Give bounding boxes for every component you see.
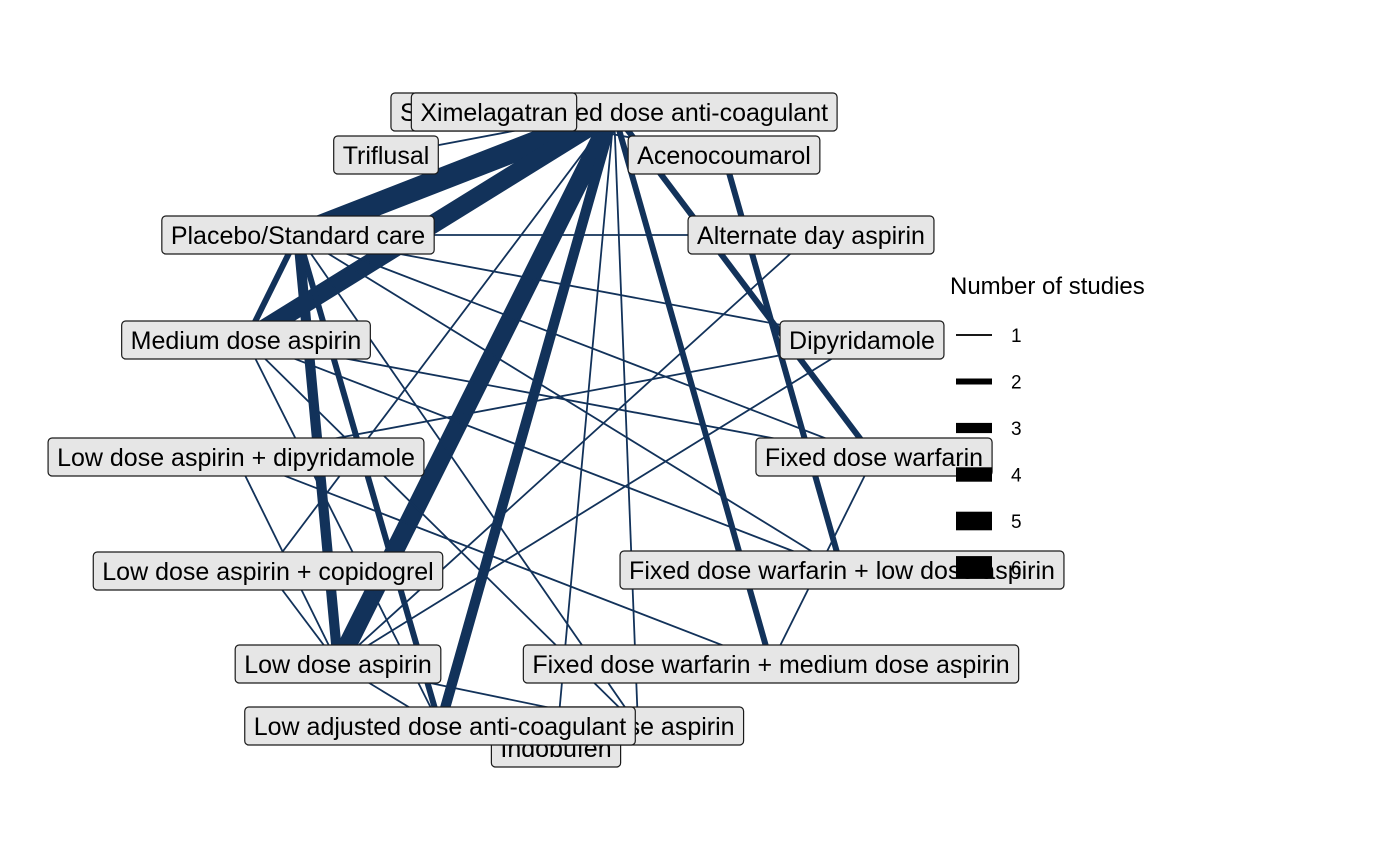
legend-label: 4 [1011, 466, 1022, 487]
node-label: Low adjusted dose anti-coagulant [254, 713, 627, 741]
node-dipyridamole: Dipyridamole [779, 320, 945, 360]
node-box [333, 135, 439, 175]
node-medium_aspirin: Medium dose aspirin [121, 320, 371, 360]
node-box [92, 551, 444, 591]
node-low_asp_clop: Low dose aspirin + copidogrel [92, 551, 444, 591]
edge-standard_adj-high_aspirin [613, 111, 639, 727]
edge-standard_adj-placebo [293, 101, 619, 246]
node-box [161, 215, 435, 255]
node-label: Alternate day aspirin [697, 222, 925, 250]
edge-standard_adj-low_adj [435, 110, 619, 728]
node-label: Placebo/Standard care [171, 222, 425, 250]
legend-item: 2 [956, 373, 1022, 394]
legend-items: 1 2 3 4 5 6 [956, 326, 1022, 580]
node-low_adj: Low adjusted dose anti-coagulant [244, 706, 636, 746]
edge-placebo-fixed_warfarin [297, 234, 875, 458]
node-fixed_warfarin: Fixed dose warfarin [755, 437, 993, 477]
edge-standard_adj-indobufen [555, 111, 615, 749]
legend-item: 5 [956, 511, 1022, 533]
node-box [687, 215, 935, 255]
legend-label: 3 [1011, 419, 1022, 440]
legend-item: 1 [956, 326, 1022, 347]
node-label: Medium dose aspirin [131, 327, 362, 355]
legend-item: 4 [956, 466, 1022, 487]
node-low_asp_dipy: Low dose aspirin + dipyridamole [47, 437, 425, 477]
node-box [522, 644, 1020, 684]
legend-key-line [956, 378, 992, 385]
node-box [755, 437, 993, 477]
node-box [627, 135, 821, 175]
node-label: Low dose aspirin + dipyridamole [57, 444, 415, 472]
legend-item: 3 [956, 419, 1022, 440]
node-box [234, 644, 442, 684]
legend-key-line [956, 467, 992, 482]
legend-key-line [956, 422, 992, 434]
edge-low_asp_dipy-fw_medium [235, 456, 772, 665]
node-label: Triflusal [343, 142, 430, 170]
node-box [244, 706, 636, 746]
legend-label: 5 [1011, 512, 1022, 533]
edge-low_aspirin-alternate_aspirin [337, 234, 812, 665]
node-label: Dipyridamole [789, 327, 935, 355]
legend: Number of studies 1 2 3 4 5 6 [950, 273, 1145, 580]
node-alternate_aspirin: Alternate day aspirin [687, 215, 935, 255]
legend-key-line [956, 334, 992, 336]
edge-medium_aspirin-fw_low [245, 339, 843, 571]
node-triflusal: Triflusal [333, 135, 439, 175]
edge-placebo-fw_low [297, 234, 843, 571]
node-fw_medium: Fixed dose warfarin + medium dose aspiri… [522, 644, 1020, 684]
node-label: Fixed dose warfarin [765, 444, 983, 472]
node-label: Acenocoumarol [637, 142, 811, 170]
edge-placebo-low_adj [295, 234, 443, 727]
node-box [47, 437, 425, 477]
legend-label: 6 [1011, 559, 1022, 580]
legend-label: 2 [1011, 373, 1022, 394]
legend-title: Number of studies [950, 273, 1145, 300]
node-acenocoumarol: Acenocoumarol [627, 135, 821, 175]
legend-label: 1 [1011, 326, 1022, 347]
node-label: Fixed dose warfarin + medium dose aspiri… [532, 651, 1009, 679]
node-low_aspirin: Low dose aspirin [234, 644, 442, 684]
node-box [619, 550, 1065, 590]
edge-placebo-high_aspirin [297, 234, 639, 727]
legend-key-line [956, 556, 992, 579]
node-label: Low dose aspirin + copidogrel [102, 558, 433, 586]
node-ximelagatran: Ximelagatran [410, 92, 578, 132]
node-box [121, 320, 371, 360]
node-box [779, 320, 945, 360]
node-placebo: Placebo/Standard care [161, 215, 435, 255]
node-box [410, 92, 578, 132]
edge-low_aspirin-dipyridamole [337, 339, 863, 665]
node-label: Low dose aspirin [244, 651, 432, 679]
legend-key-line [956, 511, 992, 531]
legend-item: 6 [956, 556, 1022, 580]
node-fw_low: Fixed dose warfarin + low dose aspirin [619, 550, 1065, 590]
node-label: Ximelagatran [420, 99, 567, 127]
